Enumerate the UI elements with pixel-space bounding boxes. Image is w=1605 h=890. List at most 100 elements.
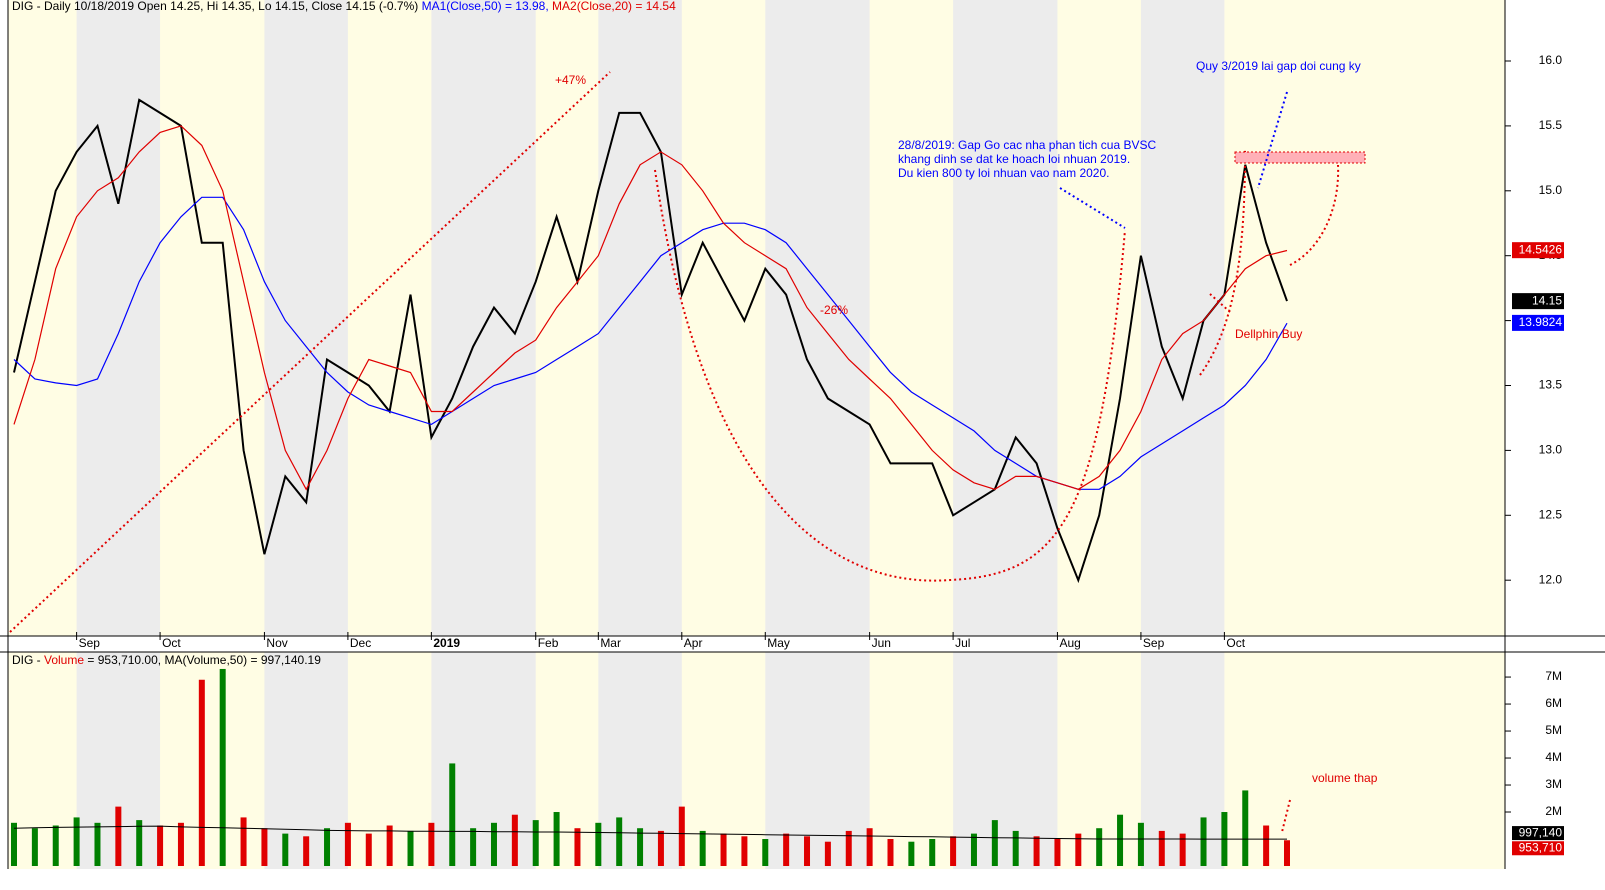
y-tick-label: 5M (1545, 723, 1562, 737)
month-band (765, 652, 870, 869)
header-text: DIG - Daily 10/18/2019 Open 14.25, Hi 14… (12, 0, 418, 13)
x-tick-label: Nov (266, 636, 287, 650)
month-band (953, 652, 1058, 869)
volume-bar (1075, 833, 1082, 866)
volume-bar (950, 836, 957, 866)
volume-tag-label: 997,140 (1519, 825, 1563, 839)
header-text: = 953,710.00, MA(Volume,50) = 997,140.19 (87, 653, 321, 667)
cup-curve (654, 169, 1126, 582)
price-line (13, 98, 1288, 584)
annotation: volume thap (1312, 771, 1378, 785)
x-tick-label: Oct (162, 636, 181, 650)
month-band (1140, 0, 1225, 636)
volume-average (13, 825, 1287, 840)
arrow-line (1209, 293, 1291, 833)
volume-bar (449, 763, 456, 866)
volume-bar (94, 822, 101, 866)
volume-bar (616, 817, 623, 866)
volume-bar (1242, 790, 1249, 866)
volume-bar (240, 817, 247, 866)
annotation: Dellphin Buy (1235, 327, 1302, 341)
volume-bar (198, 679, 205, 866)
price-panel (8, 0, 1505, 636)
header-ma2: MA2(Close,20) = 14.54 (552, 0, 676, 13)
volume-bar (52, 825, 59, 866)
volume-bar (574, 828, 581, 866)
volume-bar (1200, 817, 1207, 866)
x-tick-label: Apr (684, 636, 703, 650)
handle-curve (1199, 149, 1340, 376)
volume-bar (783, 833, 790, 866)
y-tick-label: 15.5 (1539, 118, 1563, 132)
volume-bar (157, 825, 164, 866)
volume-bar (553, 812, 560, 866)
volume-bar (1179, 833, 1186, 866)
y-tick-label: 13.5 (1539, 378, 1563, 392)
y-tick-label: 13.0 (1539, 443, 1563, 457)
volume-bar (344, 822, 351, 866)
x-tick-label: Sep (1143, 636, 1165, 650)
header-text: DIG - (12, 653, 44, 667)
y-tick-label: 12.5 (1539, 507, 1563, 521)
volume-bar (1054, 839, 1061, 866)
month-band (431, 0, 536, 636)
volume-bar (657, 830, 664, 866)
arrow-line (1059, 91, 1288, 229)
volume-bar (511, 814, 518, 866)
volume-bar (929, 839, 936, 866)
volume-bar (1263, 825, 1270, 866)
volume-bar (470, 828, 477, 866)
y-tick-label: 16.0 (1539, 53, 1563, 67)
moving-average (13, 125, 1288, 491)
month-bands (76, 0, 1225, 869)
volume-bar (720, 833, 727, 866)
volume-tag-label: 953,710 (1519, 840, 1563, 854)
month-band (264, 652, 348, 869)
volume-bar (824, 841, 831, 866)
y-tick-label: 3M (1545, 777, 1562, 791)
month-band (1140, 652, 1225, 869)
volume-bar (219, 668, 226, 866)
volume-bar (1137, 822, 1144, 866)
volume-bar (1033, 836, 1040, 866)
volume-tag (1512, 826, 1564, 841)
annotation: +47% (555, 73, 586, 87)
volume-bar (324, 828, 331, 866)
plot: Sep Oct Nov Dec 2019 Feb Mar Apr May Jun Jul Aug Sep… (11, 53, 1564, 866)
month-band (264, 0, 348, 636)
y-tick-label: 6M (1545, 696, 1562, 710)
volume-bar (31, 828, 38, 866)
volume-bar (407, 830, 414, 866)
volume-bar (428, 822, 435, 866)
volume-bar (1284, 840, 1290, 866)
volume-bar (887, 839, 894, 866)
volume-bar (637, 828, 644, 866)
volume-bar (1096, 828, 1103, 866)
annotation: 28/8/2019: Gap Go cac nha phan tich cua … (898, 138, 1157, 152)
volume-bar (177, 822, 184, 866)
volume-bar (1117, 814, 1124, 866)
header-volume: Volume (44, 653, 84, 667)
volume-bar (1158, 830, 1165, 866)
price-tag-label: 13.9824 (1519, 315, 1563, 329)
volume-bar (866, 828, 873, 866)
annotation: khang dinh se dat ke hoach loi nhuan 201… (898, 152, 1130, 166)
volume-bar (678, 806, 685, 866)
volume-bar (970, 833, 977, 866)
annotation: Quy 3/2019 lai gap doi cung ky (1196, 59, 1361, 73)
volume-bar (261, 828, 268, 866)
y-tick-label: 4M (1545, 750, 1562, 764)
x-tick-label: Dec (350, 636, 371, 650)
month-band (765, 0, 870, 636)
x-tick-label: Mar (600, 636, 621, 650)
header-ma1: MA1(Close,50) = 13.98, (422, 0, 549, 13)
volume-bar (741, 836, 748, 866)
volume-bar (845, 830, 852, 866)
volume-bar (532, 820, 539, 866)
volume-panel (8, 652, 1505, 869)
annotation: Du kien 800 ty loi nhuan vao nam 2020. (898, 166, 1109, 180)
x-tick-label: Sep (79, 636, 101, 650)
volume-bar (908, 841, 915, 866)
volume-bar (490, 822, 497, 866)
volume-tag (1512, 841, 1564, 856)
